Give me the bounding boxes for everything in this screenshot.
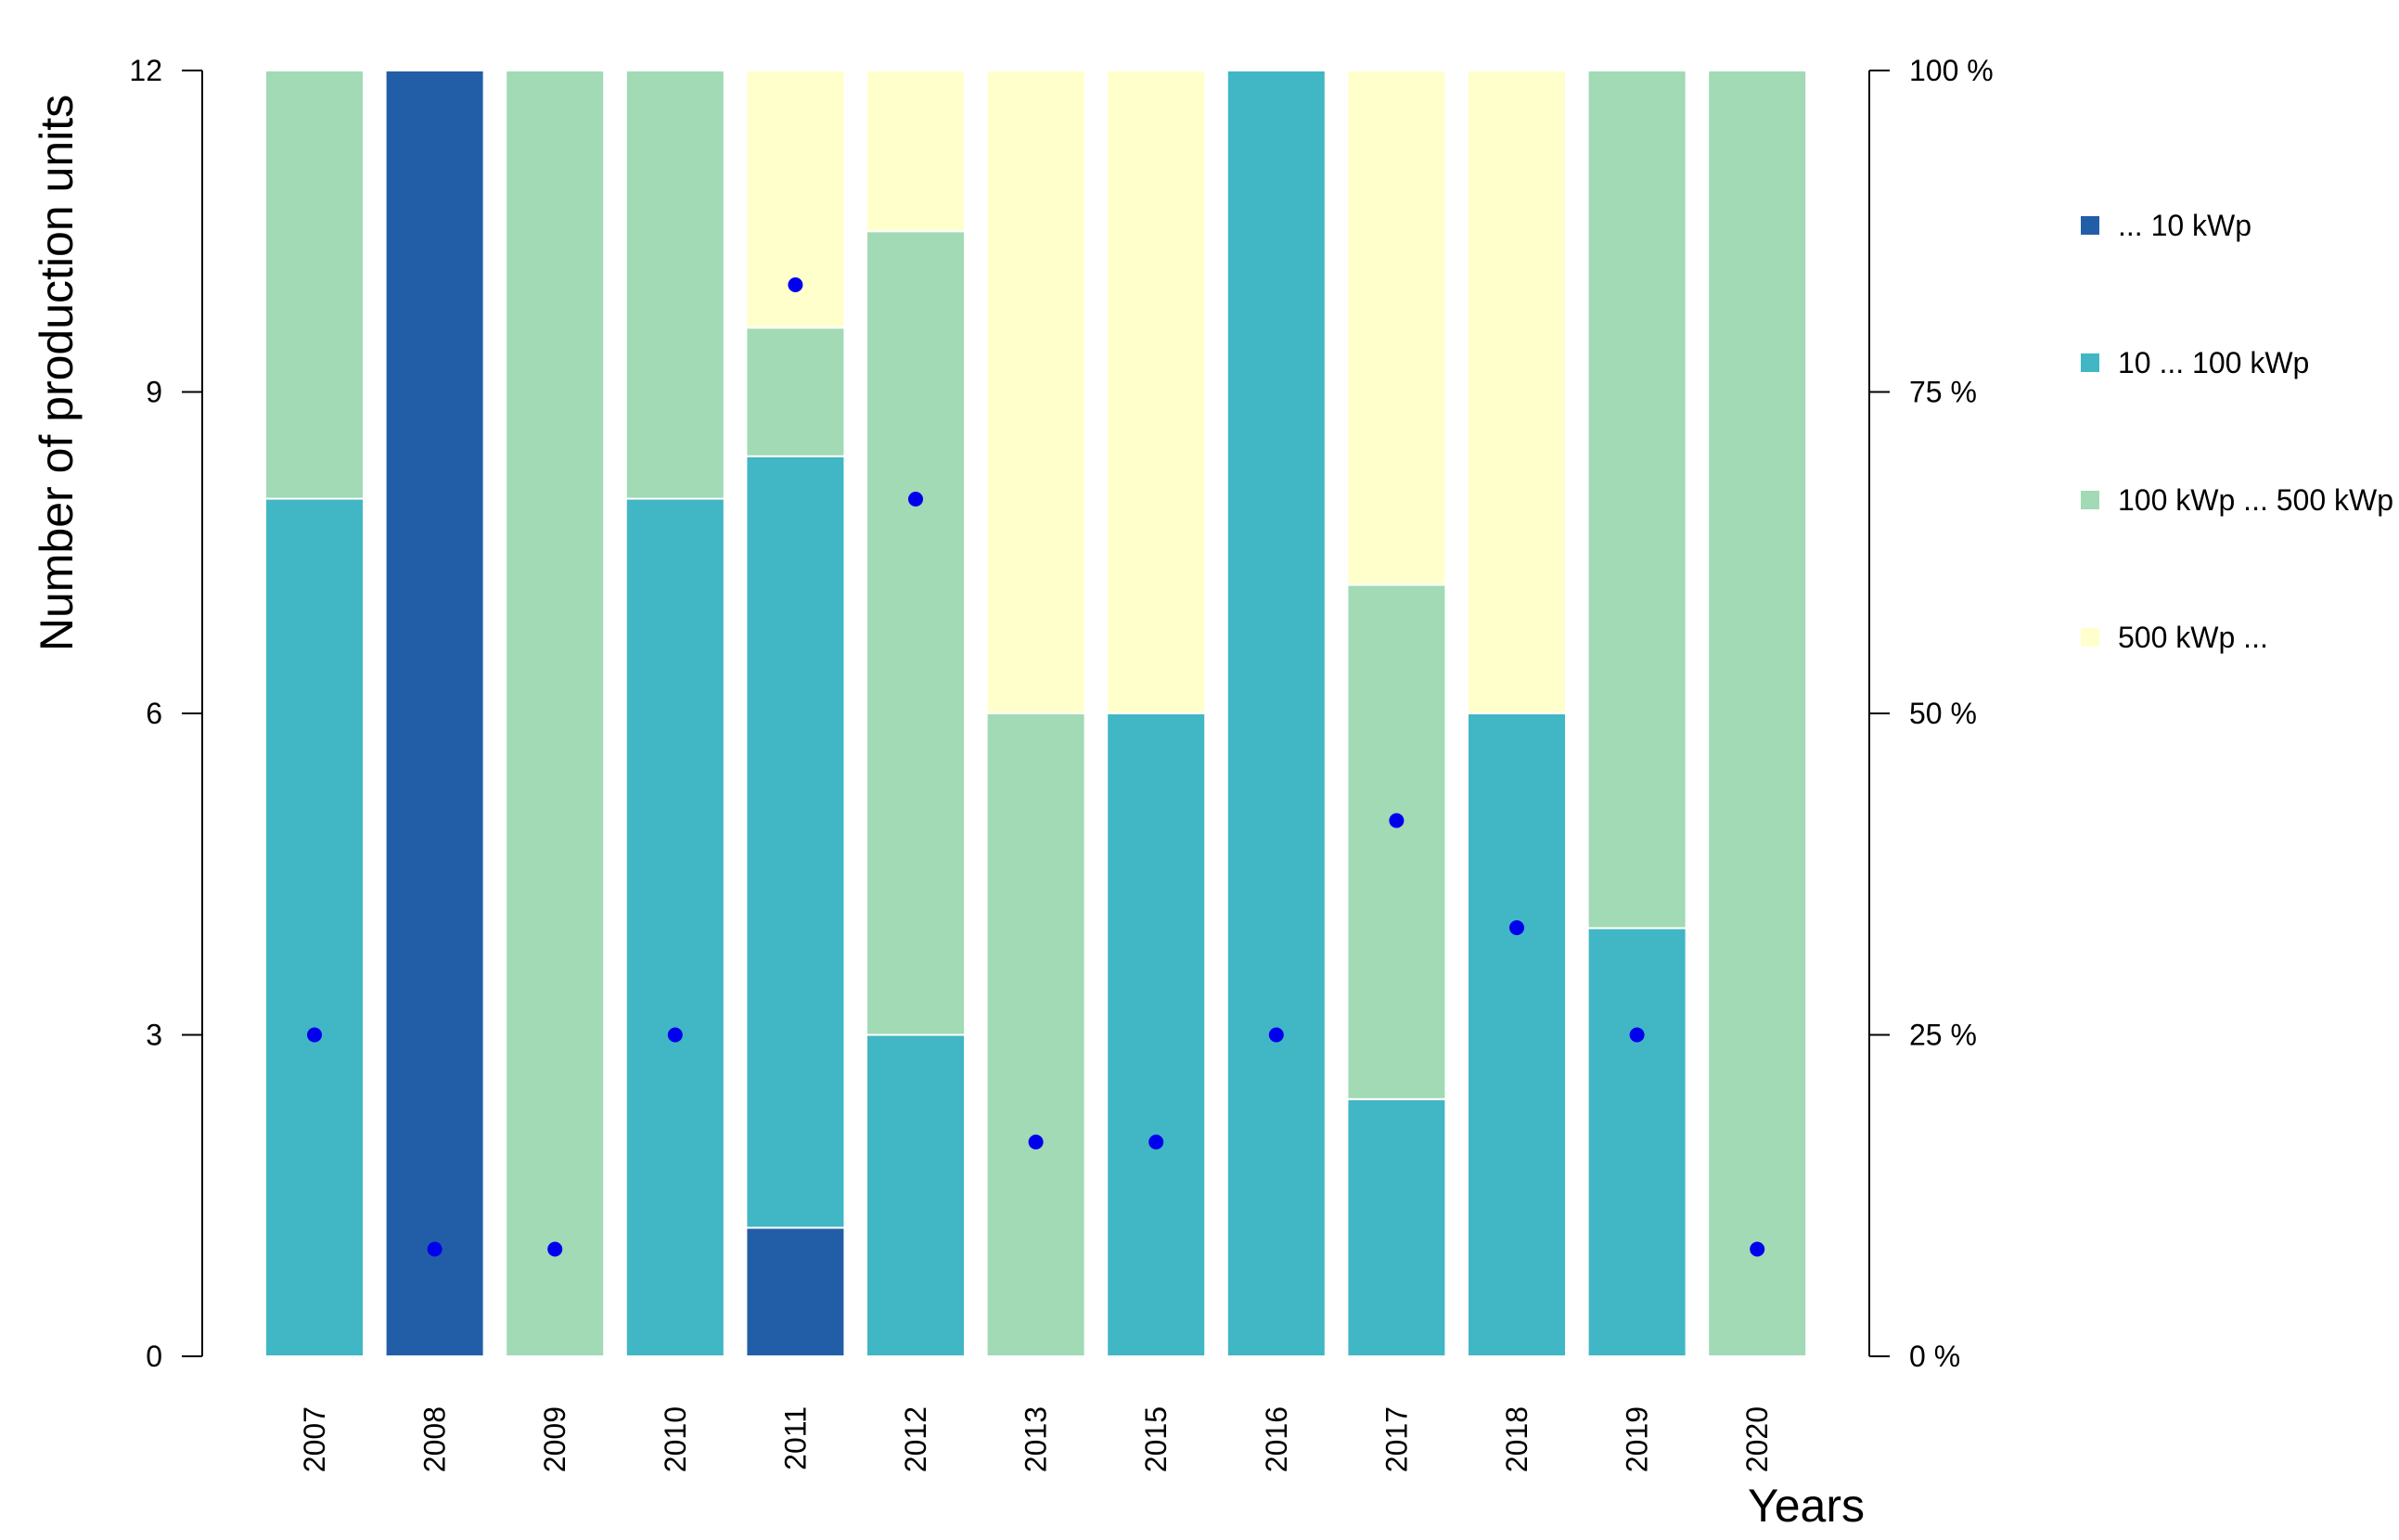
left-tick-label-3: 3: [146, 1019, 162, 1052]
bars-layer: [264, 70, 1808, 1358]
x-tick-label-2016: 2016: [1260, 1406, 1293, 1472]
bar-segment-2015-series-3: [1106, 70, 1207, 714]
bar-segment-2007-series-2: [264, 70, 365, 500]
x-tick-label-2015: 2015: [1139, 1406, 1173, 1472]
x-tick-label-2013: 2013: [1020, 1406, 1053, 1472]
point-2020: [1750, 1241, 1765, 1257]
point-2010: [667, 1027, 683, 1043]
bar-segment-2010-series-2: [624, 70, 725, 500]
y-axis-title: Number of production units: [31, 95, 83, 651]
point-2018: [1509, 920, 1524, 935]
left-tick-label-12: 12: [129, 54, 162, 87]
x-tick-label-2010: 2010: [659, 1406, 692, 1472]
point-2013: [1028, 1135, 1044, 1149]
bar-segment-2015-series-1: [1106, 712, 1207, 1357]
bar-segment-2013-series-3: [985, 70, 1086, 714]
x-tick-label-2011: 2011: [778, 1406, 812, 1470]
legend-swatch-2: [2081, 491, 2099, 509]
bar-segment-2012-series-3: [866, 70, 966, 233]
x-tick-label-2020: 2020: [1740, 1406, 1774, 1472]
legend-swatch-0: [2081, 216, 2099, 235]
bar-segment-2011-series-2: [745, 327, 846, 457]
x-tick-label-2019: 2019: [1621, 1406, 1654, 1472]
x-tick-label-2018: 2018: [1500, 1406, 1533, 1472]
left-tick-label-9: 9: [146, 376, 162, 409]
right-y-axis: 0 % 25 % 50 % 75 % 100 %: [1868, 54, 1994, 1373]
bar-segment-2016-series-1: [1225, 70, 1327, 1357]
right-tick-label-2: 50 %: [1909, 697, 1977, 730]
point-2011: [788, 277, 803, 292]
bar-segment-2011-series-0: [745, 1226, 846, 1358]
bar-segment-2017-series-1: [1346, 1097, 1447, 1358]
legend-label-0: ... 10 kWp: [2118, 209, 2251, 242]
right-tick-label-1: 25 %: [1909, 1019, 1977, 1052]
bar-segment-2019-series-2: [1586, 70, 1687, 930]
x-tick-label-2009: 2009: [538, 1406, 571, 1472]
left-y-axis: 0 3 6 9 12: [129, 54, 203, 1373]
bar-segment-2009-series-2: [505, 70, 606, 1357]
bar-segment-2011-series-1: [745, 455, 846, 1229]
bar-segment-2018-series-1: [1467, 712, 1567, 1357]
right-tick-label-4: 100 %: [1909, 54, 1994, 87]
point-2009: [547, 1241, 563, 1257]
legend-swatch-3: [2081, 628, 2099, 647]
point-2007: [307, 1027, 322, 1043]
right-tick-label-0: 0 %: [1909, 1340, 1960, 1373]
point-2008: [427, 1241, 443, 1257]
left-tick-label-6: 6: [146, 697, 162, 730]
bar-segment-2017-series-3: [1346, 70, 1447, 586]
x-tick-label-2012: 2012: [899, 1406, 932, 1472]
points-layer: [307, 277, 1765, 1257]
bar-segment-2008-series-0: [384, 70, 485, 1357]
legend-label-2: 100 kWp ... 500 kWp: [2118, 483, 2393, 517]
bar-segment-2010-series-1: [624, 497, 725, 1357]
bar-segment-2012-series-1: [866, 1033, 966, 1357]
legend: ... 10 kWp 10 ... 100 kWp 100 kWp ... 500 …: [2081, 209, 2393, 654]
bar-segment-2017-series-2: [1346, 584, 1447, 1100]
bar-segment-2018-series-3: [1467, 70, 1567, 714]
bar-segment-2019-series-1: [1586, 927, 1687, 1357]
point-2016: [1268, 1027, 1284, 1043]
x-tick-label-2008: 2008: [418, 1406, 452, 1472]
point-2015: [1148, 1135, 1164, 1149]
x-tick-label-2017: 2017: [1379, 1406, 1413, 1472]
right-tick-label-3: 75 %: [1909, 376, 1977, 409]
left-tick-label-0: 0: [146, 1340, 162, 1373]
point-2012: [908, 492, 923, 507]
point-2017: [1389, 813, 1405, 828]
bar-segment-2013-series-2: [985, 712, 1086, 1357]
point-2019: [1629, 1027, 1645, 1043]
x-axis: 2007 2008 2009 2010 2011 2012 2013 2015 2016 2017…: [298, 1406, 1774, 1472]
legend-label-1: 10 ... 100 kWp: [2118, 346, 2309, 379]
x-tick-label-2007: 2007: [298, 1406, 331, 1472]
bar-segment-2012-series-2: [866, 230, 966, 1036]
bar-segment-2007-series-1: [264, 497, 365, 1357]
legend-swatch-1: [2081, 353, 2099, 372]
x-axis-title: Years: [1748, 1480, 1865, 1532]
legend-label-3: 500 kWp ...: [2118, 621, 2268, 654]
bar-segment-2020-series-2: [1707, 70, 1808, 1357]
